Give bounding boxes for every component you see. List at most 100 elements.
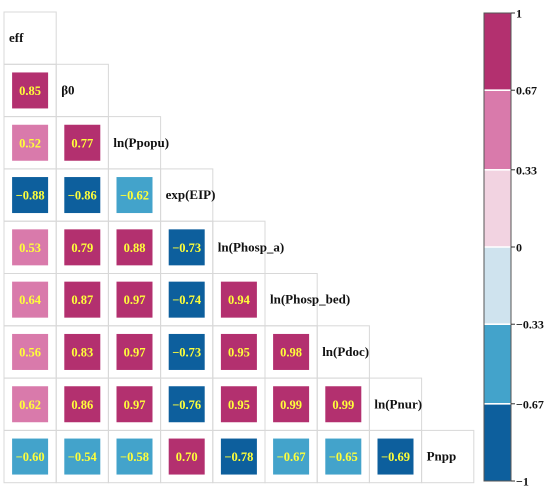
- correlation-value: 0.70: [176, 450, 198, 464]
- correlation-cell: [64, 281, 101, 318]
- variable-label: eff: [9, 30, 24, 45]
- correlation-value: −0.74: [172, 293, 202, 307]
- variable-label: ln(Ppopu): [113, 135, 169, 150]
- colorbar-segment: [484, 13, 511, 91]
- correlation-cell: [325, 438, 362, 475]
- colorbar-segment: [484, 169, 511, 247]
- correlation-value: 0.95: [228, 398, 250, 412]
- correlation-cell: [220, 438, 257, 475]
- correlation-value: −0.73: [172, 345, 201, 359]
- correlation-cell: [12, 281, 49, 318]
- colorbar: 1 0.67 0.33 0 −0.33 −0.67 −1: [483, 7, 544, 489]
- colorbar-segment: [484, 90, 511, 170]
- correlation-value: 0.85: [19, 84, 41, 98]
- correlation-value: −0.62: [120, 189, 149, 203]
- correlation-value: −0.60: [16, 450, 45, 464]
- correlation-cell: [220, 386, 257, 423]
- correlation-value: −0.86: [68, 189, 97, 203]
- correlation-cell: [116, 386, 153, 423]
- correlation-cell: [377, 438, 414, 475]
- variable-label: ln(Pdoc): [322, 344, 369, 359]
- correlation-value: −0.88: [16, 189, 45, 203]
- correlation-cell: [168, 386, 205, 423]
- correlation-value: −0.73: [172, 241, 201, 255]
- correlation-value: 0.77: [71, 136, 93, 150]
- correlation-value: 0.98: [280, 345, 302, 359]
- correlation-value: 0.97: [124, 293, 146, 307]
- correlation-cell: [325, 386, 362, 423]
- correlation-cell: [12, 333, 49, 370]
- correlation-cell: [116, 438, 153, 475]
- correlation-cell: [116, 229, 153, 266]
- correlation-value: 0.86: [71, 398, 93, 412]
- correlation-value: 0.97: [124, 345, 146, 359]
- correlation-cell: [64, 229, 101, 266]
- correlation-value: 0.94: [228, 293, 251, 307]
- correlation-value: 0.87: [71, 293, 93, 307]
- correlation-cell: [273, 333, 310, 370]
- correlation-cell: [273, 438, 310, 475]
- correlation-value: 0.62: [19, 398, 41, 412]
- correlation-value: −0.69: [381, 450, 410, 464]
- correlation-value: 0.97: [124, 398, 146, 412]
- grid-cell: [421, 429, 475, 484]
- correlation-value: 0.64: [19, 293, 42, 307]
- correlation-cell: [220, 333, 257, 370]
- correlation-cell: [116, 333, 153, 370]
- label-layer: eff β0 ln(Ppopu) exp(EIP) ln(Phosp_a) ln(Phos…: [9, 30, 456, 464]
- correlation-value: 0.99: [280, 398, 302, 412]
- correlation-value: 0.99: [332, 398, 354, 412]
- correlation-cell: [64, 333, 101, 370]
- correlation-cell: [12, 124, 49, 161]
- correlation-cell: [64, 177, 101, 214]
- correlation-value: 0.79: [71, 241, 93, 255]
- correlation-cell: [12, 177, 49, 214]
- correlation-cell: [168, 229, 205, 266]
- correlation-value: −0.65: [329, 450, 358, 464]
- colorbar-segment: [484, 403, 511, 481]
- correlation-cell: [12, 229, 49, 266]
- correlation-cell: [64, 124, 101, 161]
- correlation-cell: [168, 438, 205, 475]
- correlation-cell: [64, 438, 101, 475]
- correlation-cell: [168, 281, 205, 318]
- colorbar-segment: [484, 324, 511, 404]
- correlation-value: 0.88: [124, 241, 146, 255]
- correlation-cell: [116, 281, 153, 318]
- colorbar-tick-label: 0.67: [516, 84, 537, 98]
- correlation-value: −0.67: [277, 450, 306, 464]
- correlation-cell: [220, 281, 257, 318]
- colorbar-tick-label: 0: [516, 241, 522, 255]
- colorbar-tick-label: 0.33: [516, 163, 537, 177]
- correlation-cell: [64, 386, 101, 423]
- variable-label: ln(Pnur): [374, 396, 422, 411]
- variable-label: ln(Phosp_a): [218, 239, 284, 254]
- correlation-value: 0.83: [71, 345, 93, 359]
- colorbar-segment: [484, 247, 511, 325]
- colorbar-tick-label: −1: [516, 475, 529, 489]
- variable-label: exp(EIP): [166, 187, 216, 202]
- correlation-value: 0.56: [19, 345, 41, 359]
- correlation-cell: [12, 386, 49, 423]
- cell-layer: [12, 72, 414, 475]
- correlation-value: −0.76: [172, 398, 201, 412]
- correlation-value: 0.53: [19, 241, 41, 255]
- correlation-cell: [116, 177, 153, 214]
- colorbar-tick-label: −0.67: [516, 397, 544, 411]
- grid-layer: [3, 11, 475, 484]
- correlation-value: −0.54: [68, 450, 98, 464]
- variable-label: ln(Phosp_bed): [270, 292, 350, 307]
- correlation-value: −0.58: [120, 450, 149, 464]
- correlation-value: 0.95: [228, 345, 250, 359]
- variable-label: Pnpp: [427, 449, 457, 464]
- colorbar-tick-label: 1: [516, 7, 522, 21]
- correlation-cell: [12, 438, 49, 475]
- correlation-value: 0.52: [19, 136, 41, 150]
- correlation-value: −0.78: [224, 450, 253, 464]
- correlation-cell: [273, 386, 310, 423]
- correlation-cell: [12, 72, 49, 109]
- colorbar-tick-label: −0.33: [516, 318, 544, 332]
- variable-label: β0: [61, 82, 74, 97]
- correlation-cell: [168, 333, 205, 370]
